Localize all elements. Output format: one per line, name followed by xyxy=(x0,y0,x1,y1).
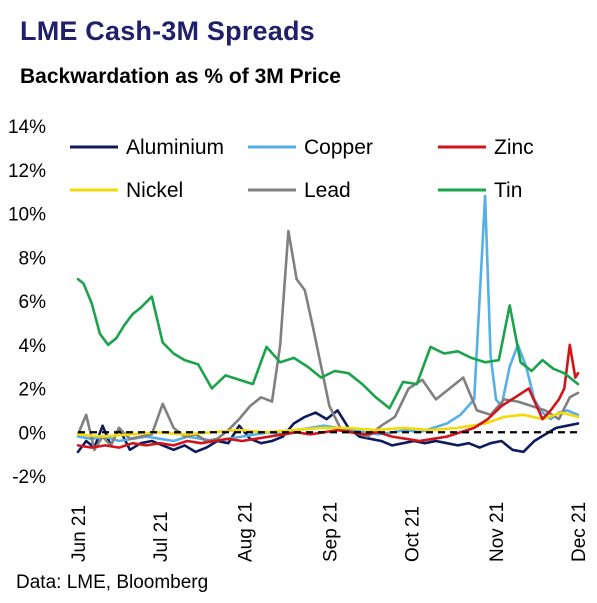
x-tick-label: Aug 21 xyxy=(236,502,257,562)
y-tick-label: 6% xyxy=(19,292,47,313)
source-note: Data: LME, Bloomberg xyxy=(16,572,209,593)
y-tick-label: 8% xyxy=(19,248,47,269)
x-tick-label: Dec 21 xyxy=(569,502,590,562)
y-tick-label: 0% xyxy=(19,423,47,444)
legend-label-copper: Copper xyxy=(304,136,373,159)
y-tick-label: 12% xyxy=(8,161,46,182)
x-tick-label: Oct 21 xyxy=(402,506,423,562)
y-tick-label: -2% xyxy=(12,467,46,488)
legend: Aluminium Copper Zinc Nickel Lead Tin xyxy=(70,136,534,202)
chart-subtitle: Backwardation as % of 3M Price xyxy=(20,65,341,88)
y-tick-label: 2% xyxy=(19,380,47,401)
legend-label-nickel: Nickel xyxy=(126,179,183,202)
x-axis: Jun 21 Jul 21 Aug 21 Sep 21 Oct 21 Nov 21 Dec … xyxy=(69,502,590,562)
y-tick-label: 10% xyxy=(8,205,46,226)
x-tick-label: Nov 21 xyxy=(487,502,508,562)
x-tick-label: Jun 21 xyxy=(69,505,90,562)
series-line-lead xyxy=(76,229,580,452)
series-line-aluminium xyxy=(76,409,580,454)
legend-label-lead: Lead xyxy=(304,179,351,202)
y-axis: -2% 0% 2% 4% 6% 8% 10% 12% 14% xyxy=(8,117,46,488)
y-tick-label: 14% xyxy=(8,117,46,138)
chart-title: LME Cash-3M Spreads xyxy=(20,16,315,46)
plot-area xyxy=(76,194,580,454)
y-tick-label: 4% xyxy=(19,336,47,357)
series-line-zinc xyxy=(76,343,580,449)
x-tick-label: Sep 21 xyxy=(320,502,341,562)
legend-label-aluminium: Aluminium xyxy=(126,136,224,159)
legend-label-tin: Tin xyxy=(494,179,522,202)
legend-label-zinc: Zinc xyxy=(494,136,534,159)
x-tick-label: Jul 21 xyxy=(151,511,172,562)
series-line-tin xyxy=(76,277,580,410)
